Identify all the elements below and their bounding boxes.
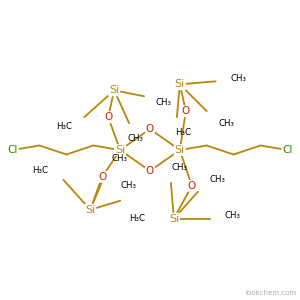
Text: CH₃: CH₃ <box>127 134 143 142</box>
Text: CH₃: CH₃ <box>156 98 172 107</box>
Text: Si: Si <box>175 79 185 89</box>
Text: CH₃: CH₃ <box>120 181 136 190</box>
Text: O: O <box>104 112 112 122</box>
Text: CH₃: CH₃ <box>111 154 127 164</box>
Text: H₃C: H₃C <box>32 167 49 176</box>
Text: Si: Si <box>115 145 125 155</box>
Text: Cl: Cl <box>8 145 18 155</box>
Text: CH₃: CH₃ <box>219 118 235 127</box>
Text: H₃C: H₃C <box>56 122 72 130</box>
Text: CH₃: CH₃ <box>172 164 188 172</box>
Text: O: O <box>182 106 190 116</box>
Text: Cl: Cl <box>282 145 292 155</box>
Text: lookchem.com: lookchem.com <box>245 290 296 296</box>
Text: CH₃: CH₃ <box>210 176 226 184</box>
Text: Si: Si <box>85 205 95 215</box>
Text: O: O <box>188 181 196 191</box>
Text: O: O <box>146 166 154 176</box>
Text: Si: Si <box>175 145 185 155</box>
Text: O: O <box>146 124 154 134</box>
Text: Si: Si <box>109 85 119 95</box>
Text: CH₃: CH₃ <box>225 211 241 220</box>
Text: O: O <box>98 172 106 182</box>
Text: CH₃: CH₃ <box>231 74 247 83</box>
Text: H₃C: H₃C <box>129 214 145 223</box>
Text: Si: Si <box>169 214 179 224</box>
Text: H₃C: H₃C <box>175 128 191 136</box>
